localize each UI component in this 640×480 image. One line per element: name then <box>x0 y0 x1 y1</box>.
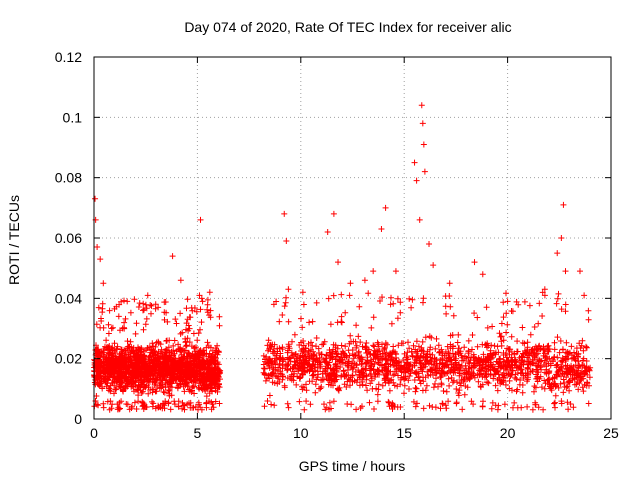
roti-point <box>324 228 331 235</box>
roti-point <box>378 225 385 232</box>
roti-point <box>430 262 437 269</box>
roti-point <box>197 216 204 223</box>
chart-title: Day 074 of 2020, Rate Of TEC Index for r… <box>184 19 511 35</box>
roti-point <box>270 301 277 308</box>
roti-point <box>299 289 306 296</box>
roti-point <box>382 204 389 211</box>
roti-point <box>418 102 425 109</box>
x-tick-label: 15 <box>396 425 412 441</box>
roti-point <box>347 280 354 287</box>
roti-point <box>361 277 368 284</box>
roti-point <box>392 268 399 275</box>
x-tick-label: 20 <box>500 425 516 441</box>
roti-point <box>554 250 561 257</box>
x-tick-labels: 0 5 10 15 20 25 <box>90 425 619 441</box>
roti-point <box>446 280 453 287</box>
roti-point <box>420 141 427 148</box>
roti-point <box>576 268 583 275</box>
grid-lines <box>94 57 611 419</box>
roti-point <box>94 244 101 251</box>
axis-ticks <box>93 56 612 420</box>
roti-point <box>169 253 176 260</box>
roti-point <box>177 277 184 284</box>
roti-point <box>370 268 377 275</box>
roti-point <box>285 286 292 293</box>
roti-point <box>479 271 486 278</box>
x-tick-label: 5 <box>194 425 202 441</box>
data-points <box>91 102 594 413</box>
roti-scatter-cluster <box>260 289 594 413</box>
x-tick-label: 0 <box>90 425 98 441</box>
roti-point <box>421 168 428 175</box>
roti-point <box>155 304 162 311</box>
roti-point <box>144 292 151 299</box>
roti-point <box>196 292 203 299</box>
roti-point <box>115 313 122 320</box>
roti-point <box>92 195 99 202</box>
roti-point <box>97 256 104 263</box>
roti-point <box>283 238 290 245</box>
y-tick-label: 0.08 <box>55 170 82 186</box>
roti-point <box>100 280 107 287</box>
y-axis-label: ROTI / TECUs <box>6 195 22 285</box>
roti-point <box>504 298 511 305</box>
roti-point <box>206 289 213 296</box>
y-tick-label: 0.04 <box>55 290 82 306</box>
roti-point <box>330 210 337 217</box>
roti-point <box>416 216 423 223</box>
roti-point <box>581 292 588 299</box>
roti-point <box>471 259 478 266</box>
x-axis-label: GPS time / hours <box>299 458 406 474</box>
y-tick-label: 0.02 <box>55 351 82 367</box>
x-tick-label: 10 <box>293 425 309 441</box>
y-tick-label: 0.06 <box>55 230 82 246</box>
roti-point <box>541 286 548 293</box>
roti-point <box>558 235 565 241</box>
y-tick-label: 0.1 <box>63 109 83 125</box>
roti-point <box>419 120 426 127</box>
roti-point <box>335 259 342 266</box>
y-tick-labels: 0 0.02 0.04 0.06 0.08 0.1 0.12 <box>55 49 82 427</box>
roti-point <box>560 201 567 208</box>
roti-point <box>562 268 569 275</box>
roti-point <box>413 177 420 184</box>
roti-scatter-cluster <box>91 295 224 413</box>
y-tick-label: 0 <box>74 411 82 427</box>
roti-point <box>281 210 288 217</box>
y-tick-label: 0.12 <box>55 49 82 65</box>
x-tick-label: 25 <box>603 425 619 441</box>
roti-point <box>426 241 433 248</box>
roti-point <box>411 159 418 166</box>
